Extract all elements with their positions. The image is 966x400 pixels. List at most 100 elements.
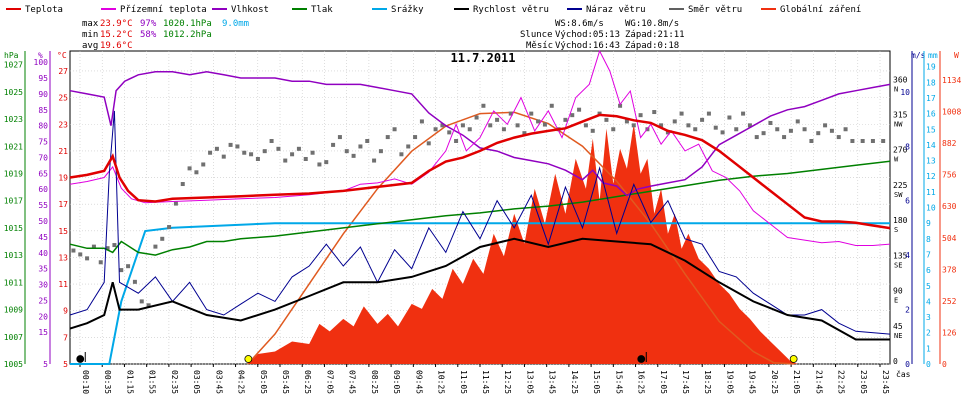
x-tick-label: 11:45 [481,370,490,394]
series-smer-point [481,103,486,108]
series-smer-point [679,111,684,116]
axis-dir-label: W [894,156,899,164]
x-tick-label: 17:45 [681,370,690,394]
series-smer-point [385,135,390,140]
series-smer-point [501,127,506,132]
series-smer-point [768,120,773,125]
series-smer-point [372,158,377,163]
series-smer-point [119,268,124,273]
series-smer-point [823,123,828,128]
series-smer-point [720,130,725,135]
stat-max-rain: 9.0mm [222,19,249,29]
legend-zareni: Globální záření [761,5,861,15]
series-smer-point [590,128,595,133]
legend-naraz-label: Náraz větru [586,5,646,15]
series-smer-point [652,110,657,115]
stat-max-temp: 23.9°C [100,19,133,29]
legend-tlak-label: Tlak [311,5,333,15]
series-smer-point [515,123,520,128]
legend-tlak: Tlak [292,5,333,15]
x-tick-label: 15:05 [592,370,601,394]
stats-block: max 23.9°C 97% 1020.1hPa 9.0mm min 15.2°… [82,19,249,51]
info-moon-rise: Východ:16:43 [555,41,620,51]
axis-hpa-tick: 1027 [4,61,23,70]
series-smer-point [460,123,465,128]
series-smer-point [331,142,336,147]
series-smer-point [522,131,527,136]
axis-hpa-tick: 1009 [4,306,23,315]
axis-pct-tick: 75 [38,138,48,147]
series-zareni-clear-line [247,111,795,365]
x-tick-label: 07:45 [348,370,357,394]
series-smer-point [829,128,834,133]
stat-min-label: min [82,30,98,40]
series-smer-point [747,123,752,128]
axis-hpa-tick: 1017 [4,197,23,206]
series-smer-point [563,117,568,122]
axis-pct-tick: 50 [38,217,48,226]
legend-vlhkost-label: Vlhkost [231,5,269,15]
series-smer-point [344,149,349,154]
axis-pct-tick: 45 [38,233,48,242]
x-tick-label: 04:25 [237,370,246,394]
series-rychlost-line [69,237,890,341]
series-smer-point [358,144,363,149]
markers-layer [76,352,798,363]
axis-dir-label: SW [894,191,903,199]
x-tick-label: 23:45 [881,370,890,394]
axis-mm-tick: 6 [926,266,931,275]
axis-wm2-tick: 378 [942,265,957,274]
legend-prizemni-label: Přízemní teplota [120,5,207,15]
legend-teplota: Teplota [6,5,63,15]
left-axes: 1005100710091011101310151017101910211023… [4,51,68,369]
series-smer-point [406,144,411,149]
series-smer-point [577,107,582,112]
series-zareni-area [247,123,798,364]
x-tick-label: 18:25 [703,370,712,394]
series-smer-point [180,182,185,187]
axis-hpa-tick: 1015 [4,224,23,233]
time-axis: 00:10 00:35 01:15 01:55 02:35 03:05 03:45 04:25… [79,364,890,394]
axis-hpa-tick: 1011 [4,278,23,287]
axis-pct-tick: 80 [38,122,48,131]
axis-temp-tick: 23 [58,120,68,129]
series-smer-point [536,119,541,124]
series-smer-point [542,122,547,127]
axis-mm-tick: 3 [926,313,931,322]
moonset-marker [76,355,85,363]
axis-mm-tick: 0 [926,360,931,369]
series-smer-point [235,144,240,149]
series-smer-point [378,149,383,154]
axis-wm2-tick: 756 [942,171,957,180]
axis-temp-tick: 21 [58,147,68,156]
axis-mm-tick: 11 [926,188,936,197]
series-smer-point [208,150,213,155]
legend-zareni-label: Globální záření [780,5,861,15]
series-smer-point [242,150,247,155]
sunrise-marker [244,355,253,363]
axis-pct-tick: 90 [38,90,48,99]
series-smer-point [440,123,445,128]
series-smer-point [392,127,397,132]
axis-temp-tick: 25 [58,94,68,103]
x-tick-label: 03:45 [214,370,223,394]
axis-hpa-tick: 1021 [4,142,23,151]
axis-dir-tick: 90 [893,287,903,296]
unit-ms: m/s [911,51,926,60]
series-smer-point [146,303,151,308]
series-smer-point [433,127,438,132]
series-smer-point [754,135,759,140]
series-smer-point [167,225,172,230]
series-smer-point [324,160,329,165]
series-smer-point [214,146,219,151]
x-tick-label: 02:35 [170,370,179,394]
x-tick-label: 20:25 [770,370,779,394]
x-tick-label: 11:05 [459,370,468,394]
series-smer-point [713,125,718,130]
info-moon-label: Měsíc [526,41,553,51]
series-smer-point [860,138,865,143]
axis-dir-tick: 315 [893,111,908,120]
x-tick-label: 10:25 [437,370,446,394]
axis-mm-tick: 19 [926,63,936,72]
x-tick-label: 19:45 [748,370,757,394]
